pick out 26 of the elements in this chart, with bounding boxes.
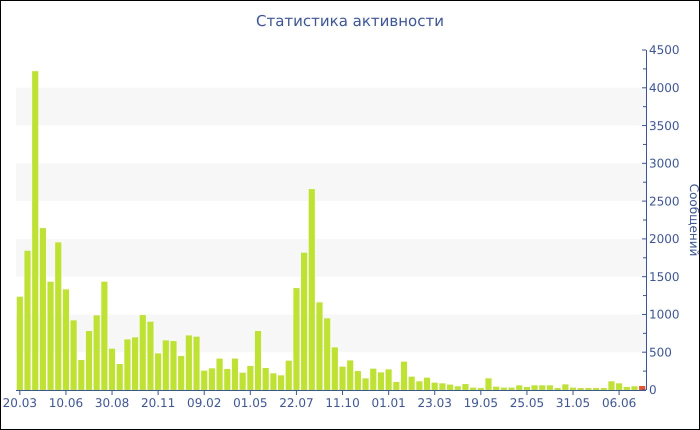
x-tick-label: 20.11 [140,396,176,410]
x-tick-label: 11.10 [325,396,360,410]
y-axis-title: Сообщений [687,184,700,256]
y-tick-label: 1000 [649,308,680,322]
x-tick-label: 09.02 [187,396,222,410]
y-tick-label: 3500 [649,118,680,133]
x-tick-label: 06.06 [602,396,636,410]
x-tick-label: 10.06 [48,396,84,410]
y-tick-label: 2000 [649,232,680,246]
x-tick-label: 25.05 [510,396,544,410]
x-tick-label: 20.03 [2,396,38,410]
y-tick-label: 1500 [649,270,680,284]
y-tick-label: 3000 [649,156,680,171]
x-tick-label: 01.05 [233,396,268,410]
y-tick-label: 2500 [649,194,680,208]
y-tick-label: 4000 [649,80,680,95]
x-tick-label: 19.05 [464,396,498,410]
x-tick-label: 30.08 [94,396,130,410]
y-tick-label: 4500 [649,43,680,58]
x-tick-label: 31.05 [556,396,590,410]
x-tick-label: 01.01 [371,396,406,410]
y-tick-label: 0 [649,383,657,398]
x-tick-label: 23.03 [418,396,452,410]
chart-title: Статистика активности [256,12,444,30]
y-tick-label: 500 [649,345,672,360]
x-tick-label: 22.07 [279,396,314,410]
